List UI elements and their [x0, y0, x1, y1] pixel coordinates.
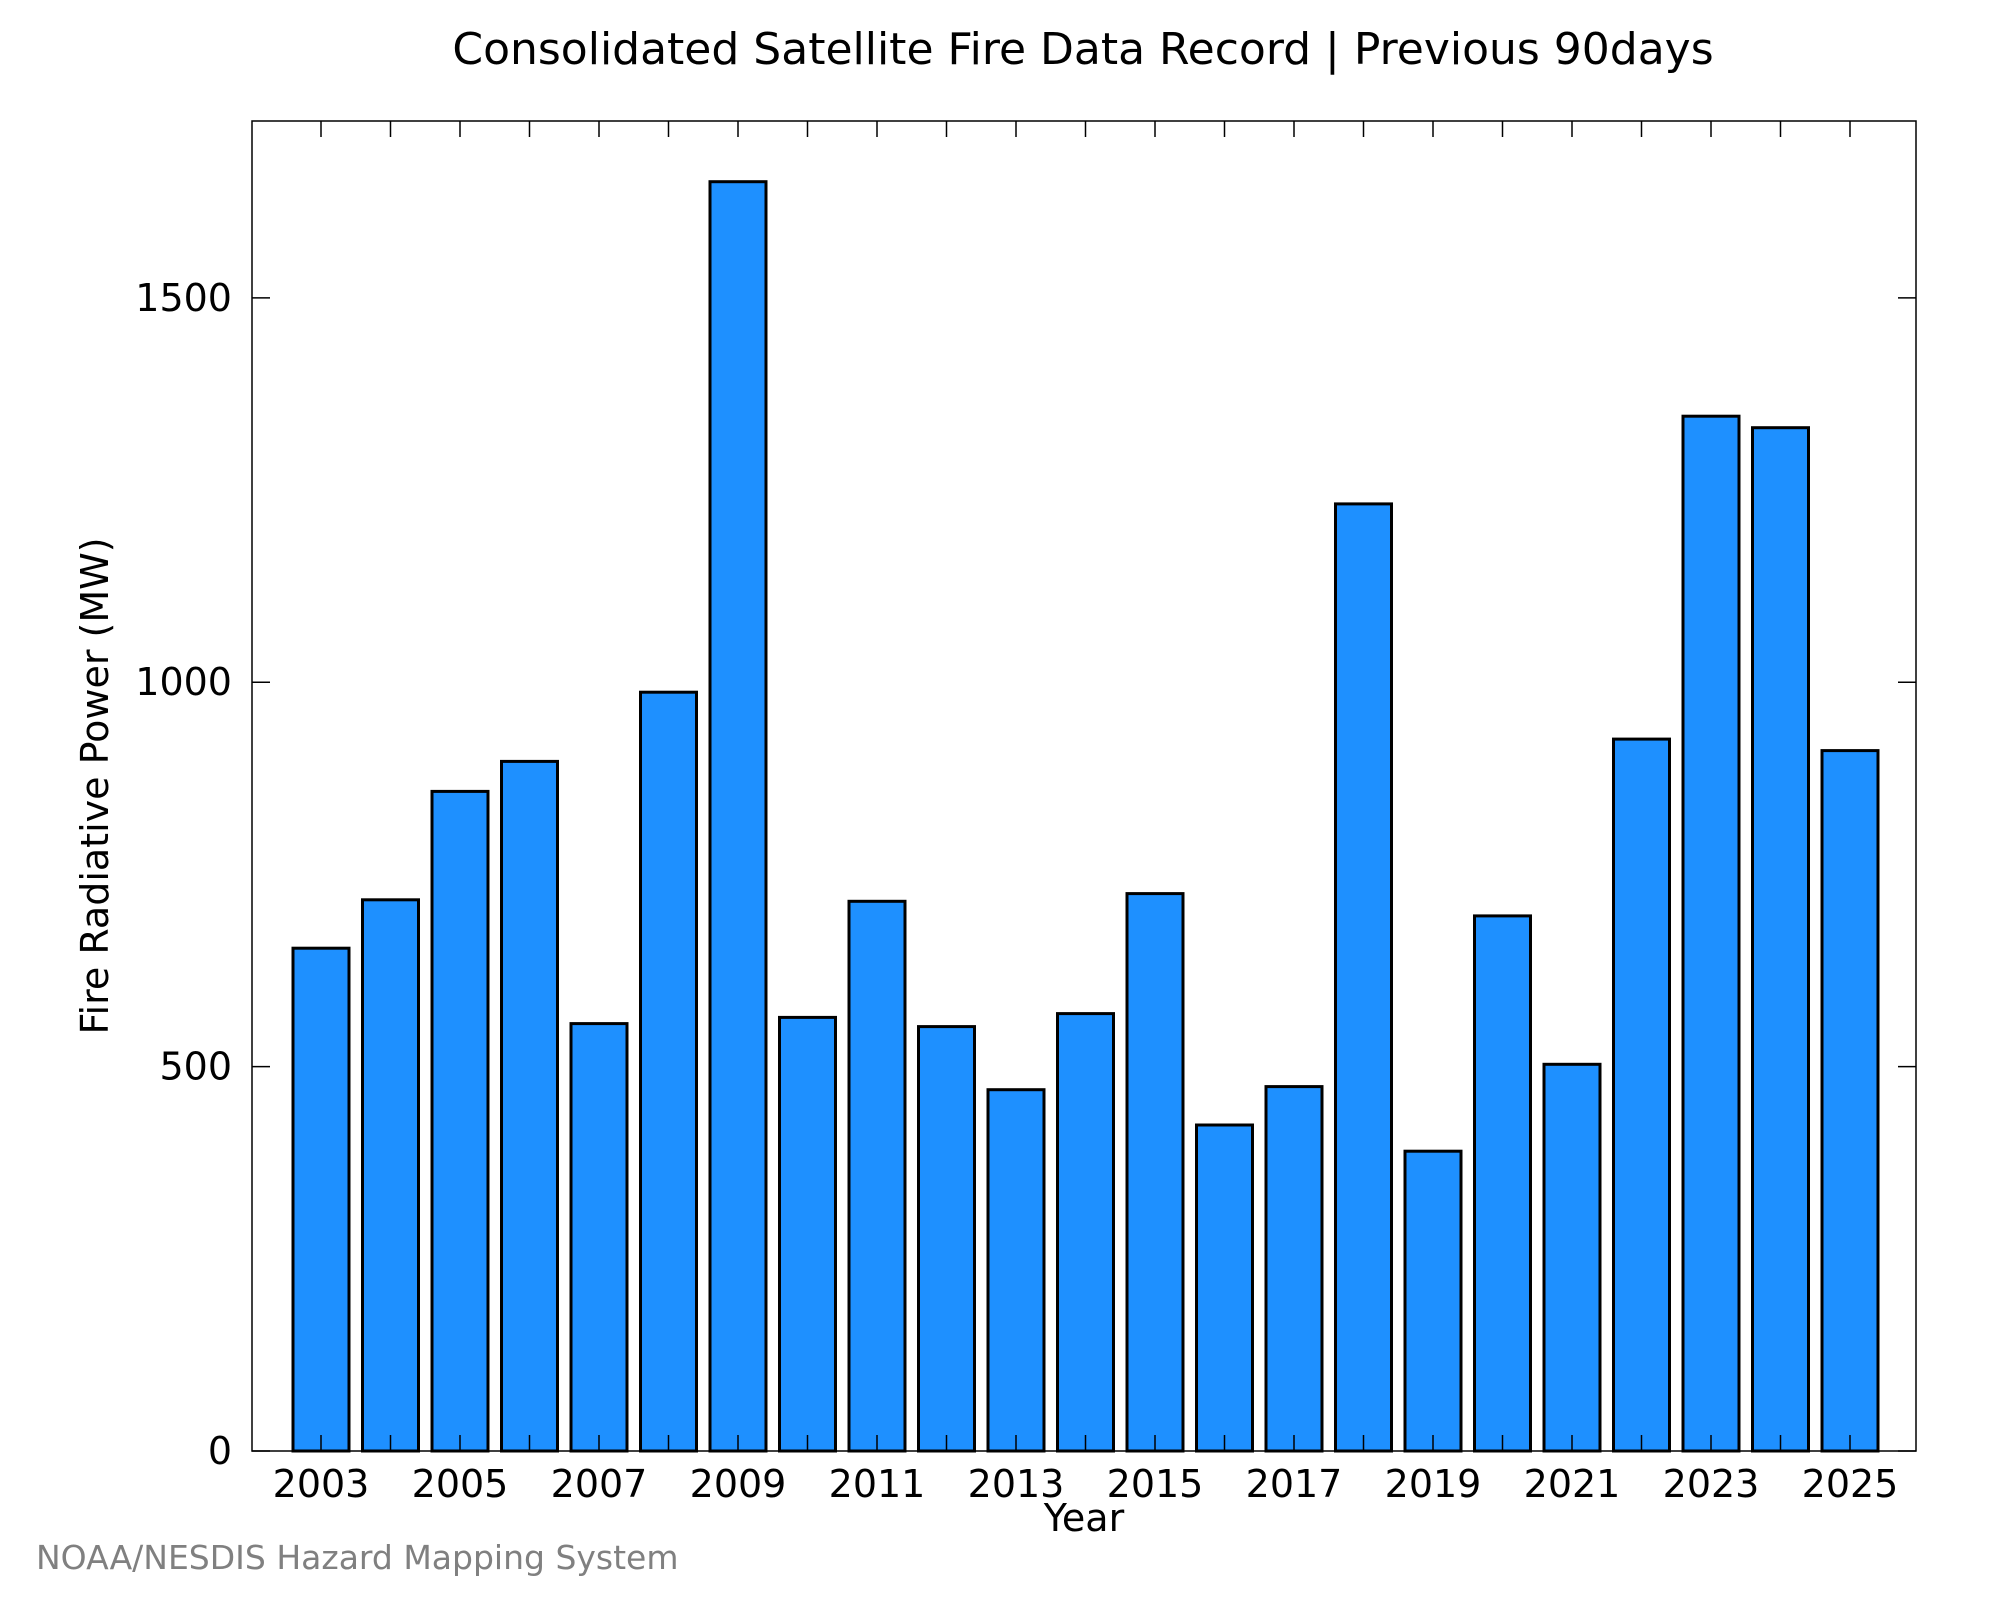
- plot-area: 2003 2005 2007 2009 2011 2013 2015 2017 2019 2021…: [135, 121, 1916, 1506]
- x-tick-label-2005: 2005: [412, 1462, 509, 1506]
- x-tick-label-2017: 2017: [1246, 1462, 1343, 1506]
- bar-2004: [361, 898, 420, 1453]
- y-axis-title: Fire Radiative Power (MW): [73, 537, 117, 1034]
- bar-2017: [1264, 1085, 1324, 1453]
- bar-2009: [708, 180, 768, 1453]
- x-tick-label-2011: 2011: [829, 1462, 926, 1506]
- plot-frame: [251, 120, 1917, 1452]
- bar-2007: [569, 1022, 629, 1453]
- bar-2008: [639, 690, 698, 1453]
- bar-2011: [847, 899, 907, 1453]
- bar-2020: [1473, 914, 1532, 1453]
- x-tick-label-2021: 2021: [1524, 1462, 1621, 1506]
- x-tick-label-2003: 2003: [273, 1462, 370, 1506]
- bar-2015: [1125, 892, 1185, 1453]
- chart-title: Consolidated Satellite Fire Data Record …: [452, 24, 1713, 75]
- bar-2023: [1681, 414, 1741, 1453]
- x-tick-label-2025: 2025: [1802, 1462, 1899, 1506]
- y-tick-label-500: 500: [159, 1045, 232, 1089]
- bar-2019: [1403, 1149, 1463, 1453]
- x-tick-label-2007: 2007: [551, 1462, 648, 1506]
- y-tick-label-1000: 1000: [135, 660, 232, 704]
- y-tick-label-1500: 1500: [135, 276, 232, 320]
- bar-2006: [500, 759, 559, 1453]
- bar-2014: [1056, 1012, 1115, 1453]
- credit-text: NOAA/NESDIS Hazard Mapping System: [36, 1538, 679, 1577]
- x-tick-label-2009: 2009: [690, 1462, 787, 1506]
- bar-2010: [778, 1015, 837, 1453]
- bar-2018: [1334, 502, 1393, 1453]
- x-tick-label-2023: 2023: [1663, 1462, 1760, 1506]
- bar-2021: [1542, 1062, 1602, 1453]
- bar-2016: [1195, 1123, 1254, 1453]
- x-tick-label-2013: 2013: [968, 1462, 1065, 1506]
- bar-2003: [291, 946, 351, 1453]
- bar-2012: [917, 1025, 976, 1453]
- bar-2024: [1751, 426, 1810, 1453]
- bar-2025: [1820, 749, 1880, 1453]
- x-tick-label-2015: 2015: [1107, 1462, 1204, 1506]
- x-tick-label-2019: 2019: [1385, 1462, 1482, 1506]
- bar-2005: [430, 789, 490, 1453]
- bar-2022: [1612, 737, 1671, 1453]
- x-axis-title: Year: [1043, 1496, 1125, 1540]
- y-tick-label-0: 0: [208, 1429, 232, 1473]
- bar-2013: [986, 1088, 1046, 1453]
